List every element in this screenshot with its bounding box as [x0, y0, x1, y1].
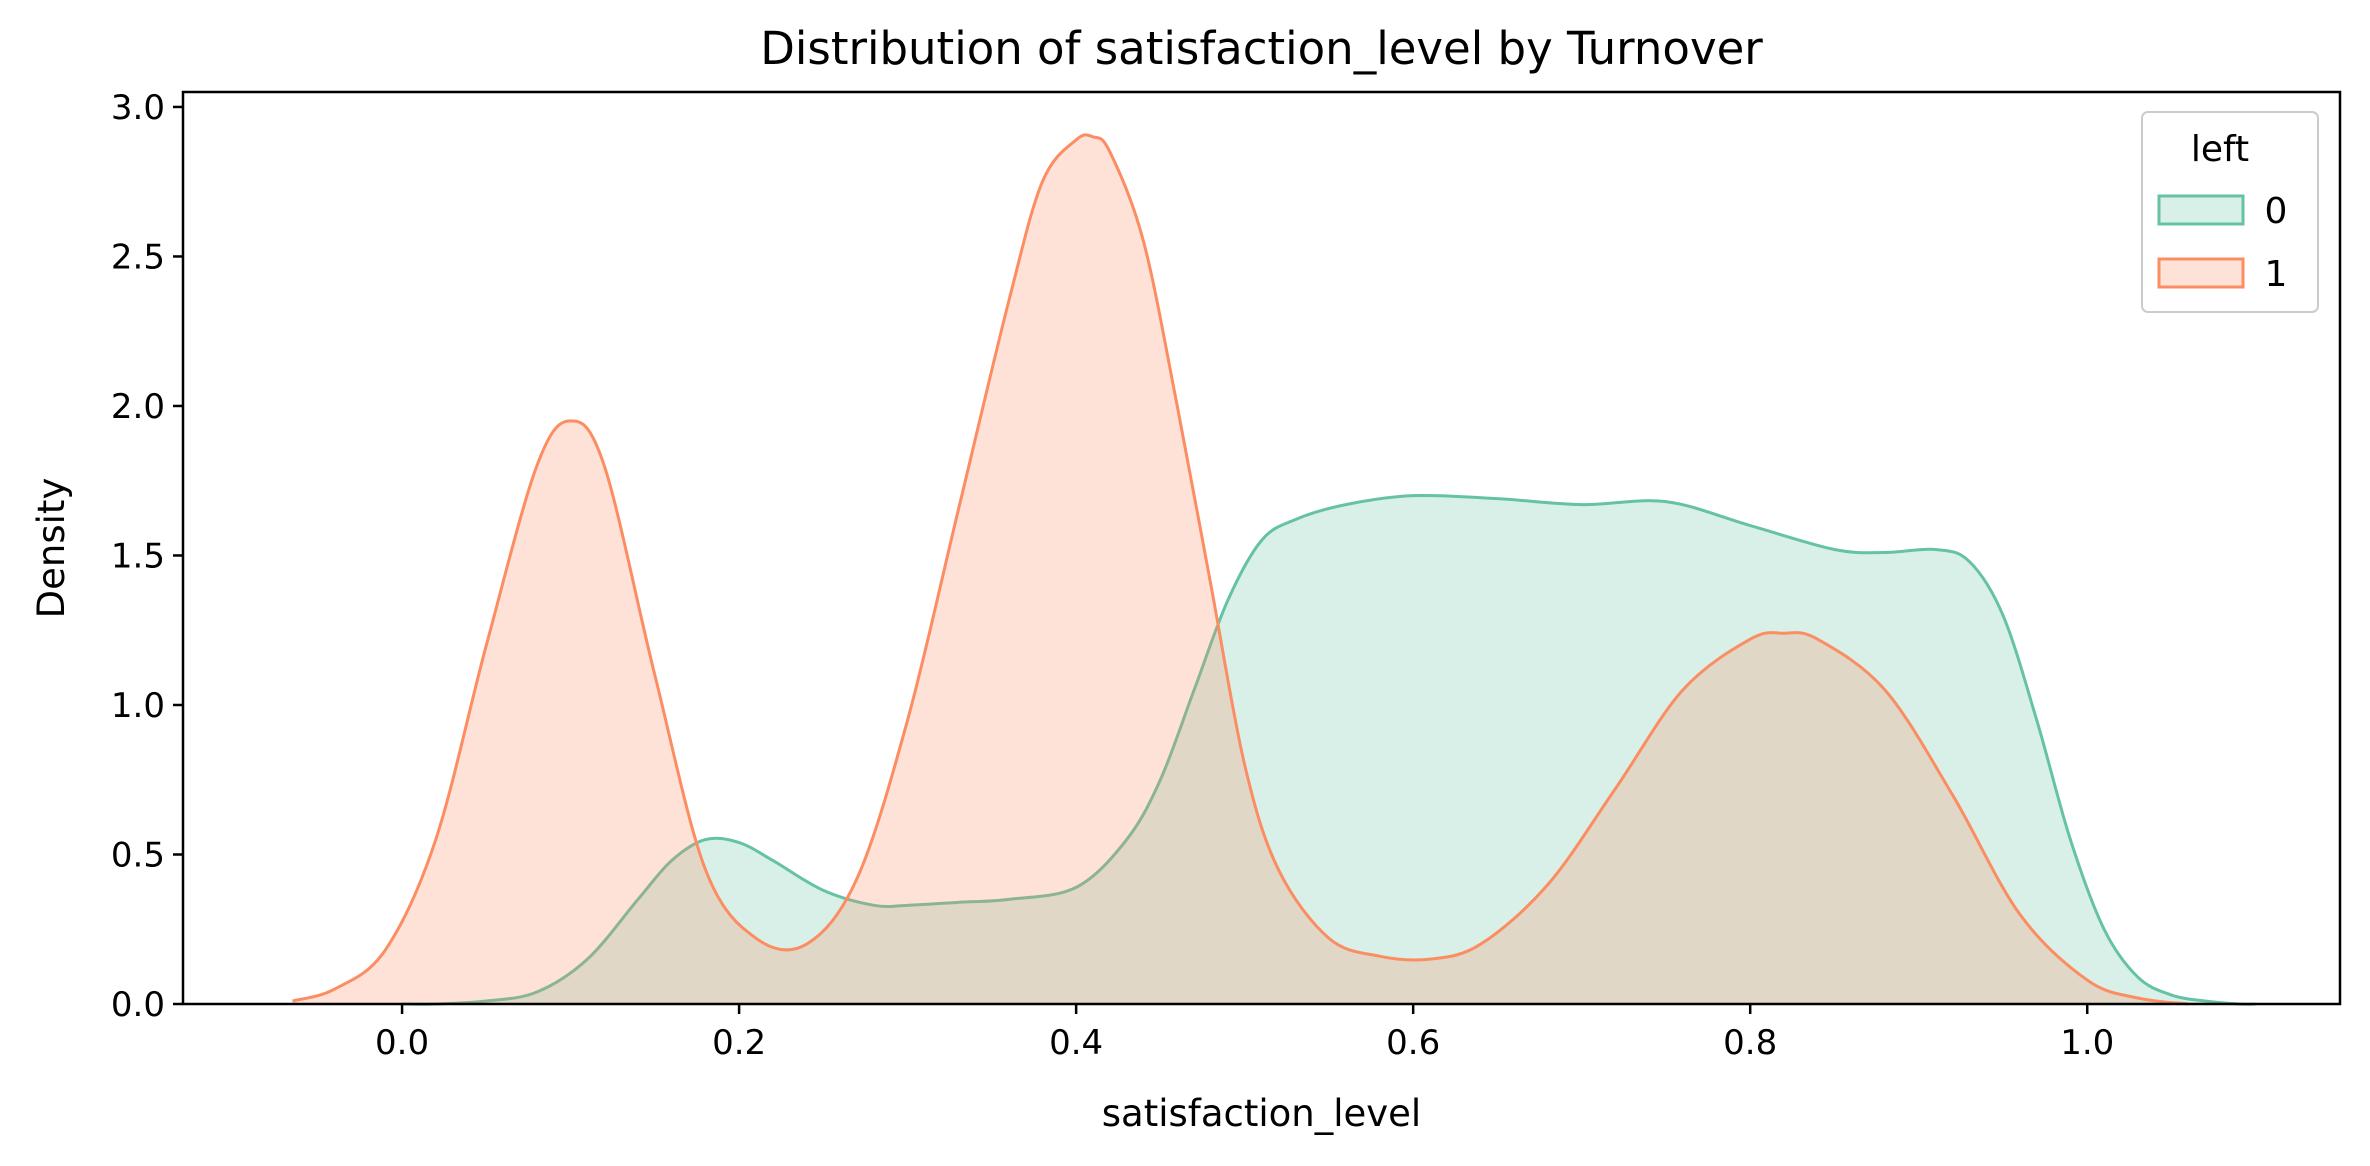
- y-axis-ticks: 0.0 0.5 1.0 1.5 2.0 2.5 3.0: [111, 88, 183, 1025]
- x-axis-ticks: 0.0 0.2 0.4 0.6 0.8 1.0: [375, 1004, 2114, 1063]
- plot-frame: [181, 90, 2342, 1006]
- legend-title: left: [2191, 129, 2249, 170]
- legend-swatch-0: [2157, 194, 2245, 226]
- y-axis-label: Density: [30, 478, 73, 619]
- series-1-line: [292, 133, 2189, 1006]
- legend: left 01: [2141, 111, 2319, 313]
- x-tick-label: 0.6: [1386, 1023, 1440, 1063]
- y-tick-label: 2.5: [111, 237, 165, 277]
- legend-swatch-1: [2157, 257, 2245, 289]
- legend-items: 01: [2157, 191, 2288, 295]
- series-0-area: [402, 495, 2256, 1005]
- x-tick-label: 0.8: [1723, 1023, 1777, 1063]
- x-axis-label: satisfaction_level: [1102, 1092, 1421, 1135]
- y-tick-label: 1.5: [111, 536, 165, 576]
- legend-label-1: 1: [2265, 254, 2288, 295]
- x-tick-label: 0.0: [375, 1023, 429, 1063]
- chart-title: Distribution of satisfaction_level by Tu…: [760, 22, 1763, 75]
- y-tick-label: 0.0: [111, 985, 165, 1025]
- series-layer: [292, 133, 2256, 1006]
- legend-frame: [2141, 111, 2319, 313]
- series-0-line: [402, 493, 2256, 1006]
- x-tick-label: 0.2: [712, 1023, 766, 1063]
- y-tick-label: 2.0: [111, 387, 165, 427]
- y-tick-label: 1.0: [111, 686, 165, 726]
- x-tick-label: 0.4: [1049, 1023, 1103, 1063]
- legend-label-0: 0: [2265, 191, 2288, 232]
- y-tick-label: 0.5: [111, 835, 165, 875]
- series-1-area: [292, 134, 2189, 1005]
- x-tick-label: 1.0: [2060, 1023, 2114, 1063]
- y-tick-label: 3.0: [111, 88, 165, 128]
